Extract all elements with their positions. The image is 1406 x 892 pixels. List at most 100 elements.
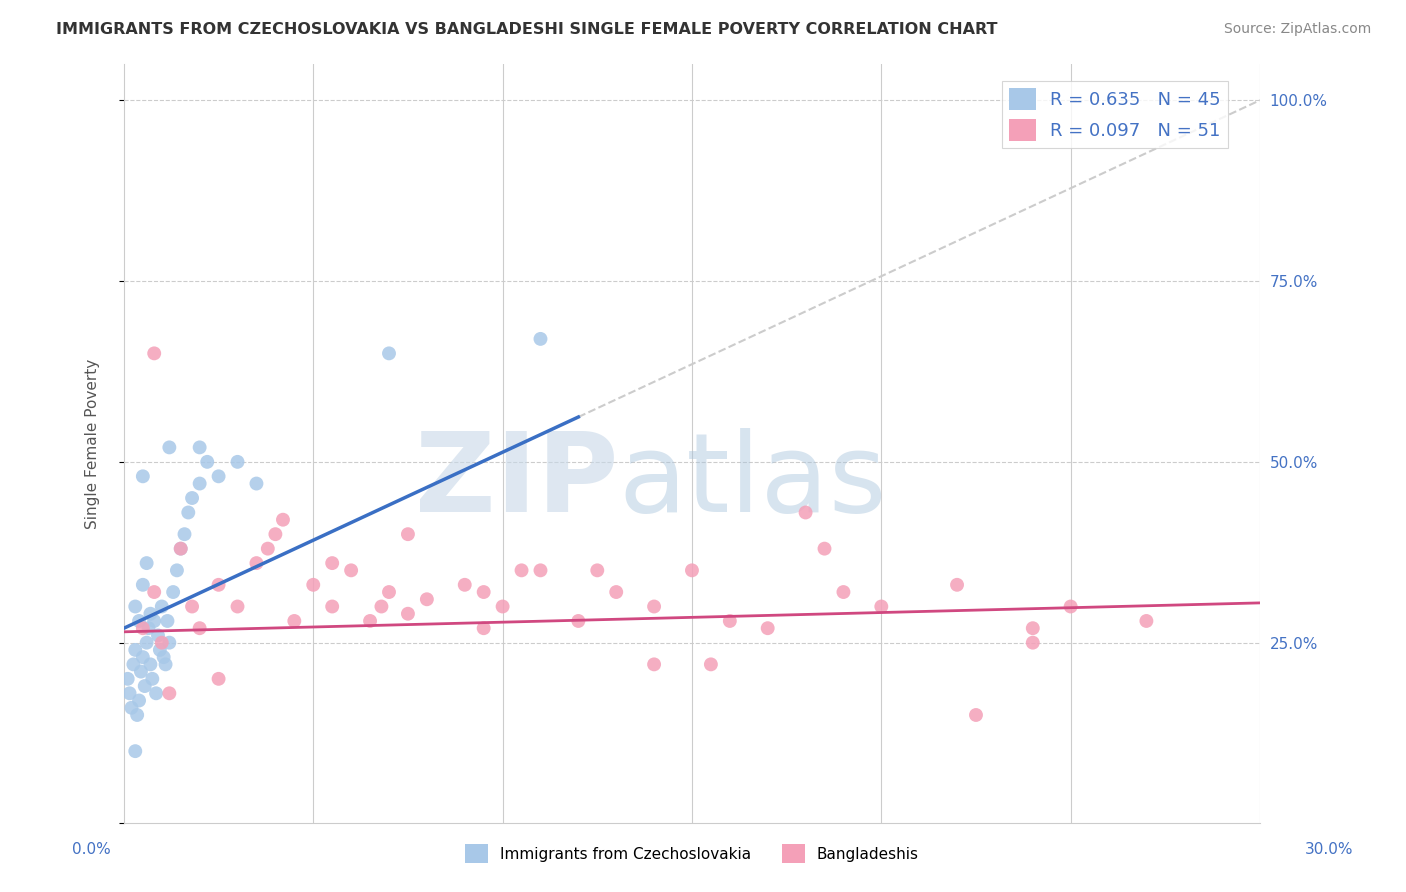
- Point: [156, 614, 179, 628]
- Point: [128, 614, 150, 628]
- Point: [188, 621, 211, 635]
- Point: [170, 541, 193, 556]
- Point: [207, 578, 229, 592]
- Point: [378, 346, 401, 360]
- Legend: R = 0.635   N = 45, R = 0.097   N = 51: R = 0.635 N = 45, R = 0.097 N = 51: [1001, 80, 1229, 148]
- Point: [117, 672, 139, 686]
- Text: atlas: atlas: [619, 428, 887, 535]
- Point: [370, 599, 392, 614]
- Point: [245, 556, 267, 570]
- Point: [946, 578, 969, 592]
- Point: [149, 643, 172, 657]
- Point: [150, 599, 173, 614]
- Point: [283, 614, 305, 628]
- Point: [264, 527, 287, 541]
- Text: Source: ZipAtlas.com: Source: ZipAtlas.com: [1223, 22, 1371, 37]
- Point: [643, 657, 665, 672]
- Point: [139, 607, 162, 621]
- Point: [832, 585, 855, 599]
- Point: [321, 556, 343, 570]
- Point: [181, 599, 204, 614]
- Point: [1022, 621, 1045, 635]
- Text: 0.0%: 0.0%: [72, 842, 111, 856]
- Point: [143, 614, 166, 628]
- Point: [143, 346, 166, 360]
- Point: [416, 592, 439, 607]
- Point: [510, 563, 533, 577]
- Point: [118, 686, 141, 700]
- Point: [135, 556, 157, 570]
- Point: [135, 635, 157, 649]
- Point: [529, 332, 551, 346]
- Point: [128, 693, 150, 707]
- Point: [173, 527, 195, 541]
- Point: [718, 614, 741, 628]
- Point: [870, 599, 893, 614]
- Point: [124, 744, 146, 758]
- Point: [157, 686, 180, 700]
- Point: [586, 563, 609, 577]
- Point: [813, 541, 835, 556]
- Point: [207, 469, 229, 483]
- Point: [226, 599, 249, 614]
- Point: [681, 563, 703, 577]
- Point: [1135, 614, 1157, 628]
- Point: [529, 563, 551, 577]
- Point: [181, 491, 204, 505]
- Text: IMMIGRANTS FROM CZECHOSLOVAKIA VS BANGLADESHI SINGLE FEMALE POVERTY CORRELATION : IMMIGRANTS FROM CZECHOSLOVAKIA VS BANGLA…: [56, 22, 998, 37]
- Point: [141, 672, 163, 686]
- Point: [127, 708, 149, 723]
- Point: [121, 700, 143, 714]
- Point: [124, 643, 146, 657]
- Point: [145, 686, 167, 700]
- Point: [245, 476, 267, 491]
- Point: [143, 585, 166, 599]
- Point: [146, 628, 169, 642]
- Point: [491, 599, 513, 614]
- Point: [134, 679, 156, 693]
- Point: [256, 541, 278, 556]
- Point: [302, 578, 325, 592]
- Point: [794, 506, 817, 520]
- Point: [150, 635, 173, 649]
- Point: [965, 708, 987, 723]
- Point: [756, 621, 779, 635]
- Point: [359, 614, 381, 628]
- Point: [155, 657, 177, 672]
- Point: [188, 476, 211, 491]
- Point: [472, 621, 495, 635]
- Y-axis label: Single Female Poverty: Single Female Poverty: [86, 359, 100, 529]
- Point: [1059, 599, 1081, 614]
- Point: [132, 578, 155, 592]
- Point: [124, 599, 146, 614]
- Point: [472, 585, 495, 599]
- Point: [170, 541, 193, 556]
- Point: [122, 657, 145, 672]
- Point: [129, 665, 152, 679]
- Point: [605, 585, 627, 599]
- Point: [271, 513, 294, 527]
- Text: 30.0%: 30.0%: [1305, 842, 1353, 856]
- Point: [396, 527, 419, 541]
- Point: [700, 657, 723, 672]
- Point: [207, 672, 229, 686]
- Point: [177, 506, 200, 520]
- Point: [152, 650, 174, 665]
- Point: [226, 455, 249, 469]
- Point: [195, 455, 218, 469]
- Point: [132, 469, 155, 483]
- Point: [157, 441, 180, 455]
- Point: [321, 599, 343, 614]
- Point: [643, 599, 665, 614]
- Point: [567, 614, 589, 628]
- Point: [340, 563, 363, 577]
- Point: [162, 585, 184, 599]
- Point: [396, 607, 419, 621]
- Point: [132, 621, 155, 635]
- Point: [166, 563, 188, 577]
- Point: [454, 578, 477, 592]
- Point: [157, 635, 180, 649]
- Point: [1022, 635, 1045, 649]
- Point: [138, 621, 160, 635]
- Point: [139, 657, 162, 672]
